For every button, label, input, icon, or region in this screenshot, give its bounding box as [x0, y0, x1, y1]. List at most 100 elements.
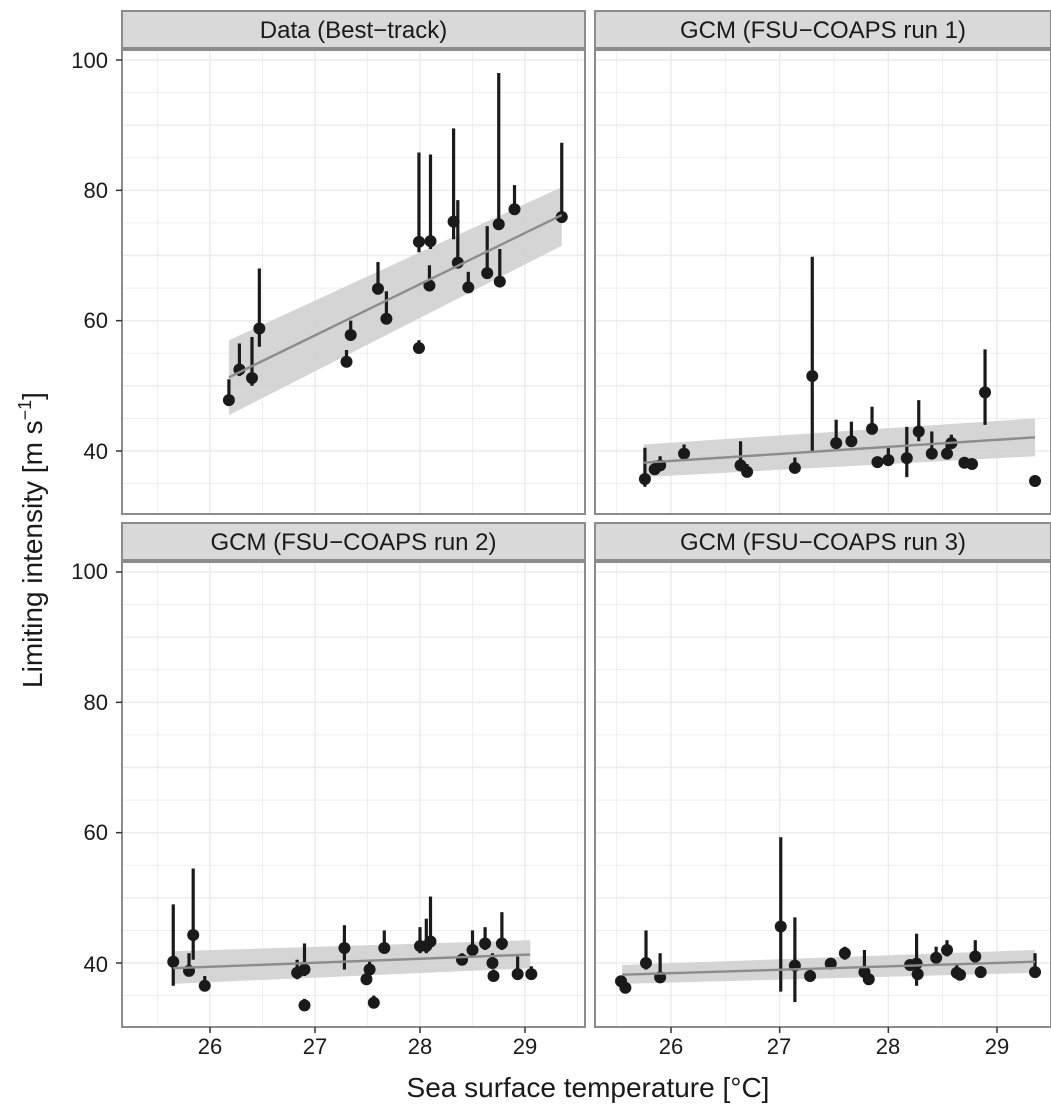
data-point	[246, 372, 258, 385]
y-axis-title-main: Limiting intensity [m s	[17, 420, 48, 688]
y-tick-label: 80	[84, 690, 108, 715]
data-point	[954, 968, 967, 981]
data-point	[911, 968, 924, 981]
x-tick-label: 28	[408, 1034, 432, 1059]
y-tick-label: 60	[84, 308, 108, 333]
data-point	[487, 970, 500, 983]
data-point	[253, 322, 266, 335]
data-point	[372, 282, 384, 295]
y-ticks-top: 100 80 60 40	[71, 48, 108, 464]
data-point	[298, 963, 311, 976]
data-point	[941, 943, 954, 956]
facet-strip	[121, 10, 586, 49]
data-point	[451, 256, 464, 269]
x-ticks-right: 26 27 28 29	[659, 1034, 1009, 1059]
data-point	[804, 970, 817, 983]
y-axis-title-superscript: −1	[15, 400, 35, 421]
data-point	[167, 955, 180, 968]
data-point	[824, 957, 837, 970]
y-tick-label: 80	[84, 178, 108, 203]
data-point	[493, 275, 506, 288]
data-point	[298, 999, 311, 1012]
y-tick-label: 40	[84, 439, 108, 464]
data-point	[360, 973, 373, 986]
data-point	[871, 456, 884, 469]
data-point	[466, 943, 479, 956]
data-point	[979, 386, 992, 399]
data-point	[462, 281, 475, 294]
regression-line	[643, 436, 1036, 464]
data-point	[969, 950, 982, 963]
data-point	[367, 996, 380, 1009]
data-point	[456, 953, 468, 966]
data-point	[481, 267, 494, 280]
data-point	[1029, 966, 1042, 979]
data-point	[830, 437, 843, 450]
data-point	[882, 454, 895, 467]
data-point	[380, 312, 393, 325]
facet-panel: GCM (FSU−COAPS run 2)	[116, 522, 586, 1033]
data-point	[222, 394, 235, 407]
data-point	[774, 920, 787, 933]
x-axis-title: Sea surface temperature [°C]	[407, 1072, 770, 1103]
facet-title: GCM (FSU−COAPS run 3)	[680, 529, 966, 556]
x-tick-label: 26	[659, 1034, 683, 1059]
data-point	[806, 370, 819, 383]
data-point	[486, 957, 499, 969]
data-point	[511, 968, 524, 981]
data-point	[866, 422, 879, 435]
data-point	[638, 473, 651, 486]
data-point	[678, 447, 691, 460]
data-point	[424, 935, 437, 948]
facet-panel: GCM (FSU−COAPS run 3)	[594, 522, 1051, 1033]
x-tick-label: 27	[767, 1034, 791, 1059]
data-point	[187, 928, 200, 941]
panel-border	[121, 561, 586, 1028]
facet-strip	[594, 522, 1051, 561]
y-tick-label: 60	[84, 820, 108, 845]
regression-line	[228, 214, 563, 379]
y-axis-title: Limiting intensity [m s−1]	[15, 392, 48, 688]
data-point	[340, 355, 353, 368]
x-tick-label: 29	[985, 1034, 1009, 1059]
data-point	[555, 211, 568, 224]
data-point	[492, 218, 505, 231]
data-point	[423, 279, 436, 292]
data-point	[508, 203, 521, 216]
data-point	[344, 329, 357, 342]
data-point	[619, 981, 632, 994]
y-ticks-bottom: 100 80 60 40	[71, 559, 108, 977]
data-point	[525, 968, 538, 981]
data-point	[640, 957, 653, 969]
data-point	[941, 447, 954, 460]
panel-border	[121, 49, 586, 515]
data-point	[338, 942, 351, 955]
data-point	[198, 979, 211, 992]
data-point	[845, 435, 858, 448]
panel-border	[594, 561, 1051, 1028]
panel-border	[594, 49, 1051, 515]
facet-panel: GCM (FSU−COAPS run 1)	[594, 10, 1051, 515]
data-point	[966, 458, 979, 471]
data-point	[447, 215, 460, 228]
data-point	[788, 461, 801, 474]
data-point	[912, 425, 925, 438]
data-point	[910, 957, 923, 970]
data-point	[900, 452, 913, 465]
facet-title: GCM (FSU−COAPS run 1)	[680, 17, 966, 44]
x-tick-label: 29	[513, 1034, 537, 1059]
data-point	[741, 465, 754, 478]
regression-line	[622, 960, 1036, 976]
data-point	[363, 963, 376, 976]
facet-strip	[594, 10, 1051, 49]
confidence-band	[228, 187, 562, 416]
facet-strip	[121, 522, 586, 561]
facet-panel: Data (Best−track)	[116, 10, 586, 515]
data-point	[930, 951, 943, 964]
data-point	[838, 947, 851, 960]
data-point	[412, 235, 425, 248]
panel-background	[122, 50, 585, 514]
data-point	[1029, 474, 1042, 487]
x-ticks-left: 26 27 28 29	[198, 1034, 537, 1059]
data-point	[974, 966, 987, 979]
